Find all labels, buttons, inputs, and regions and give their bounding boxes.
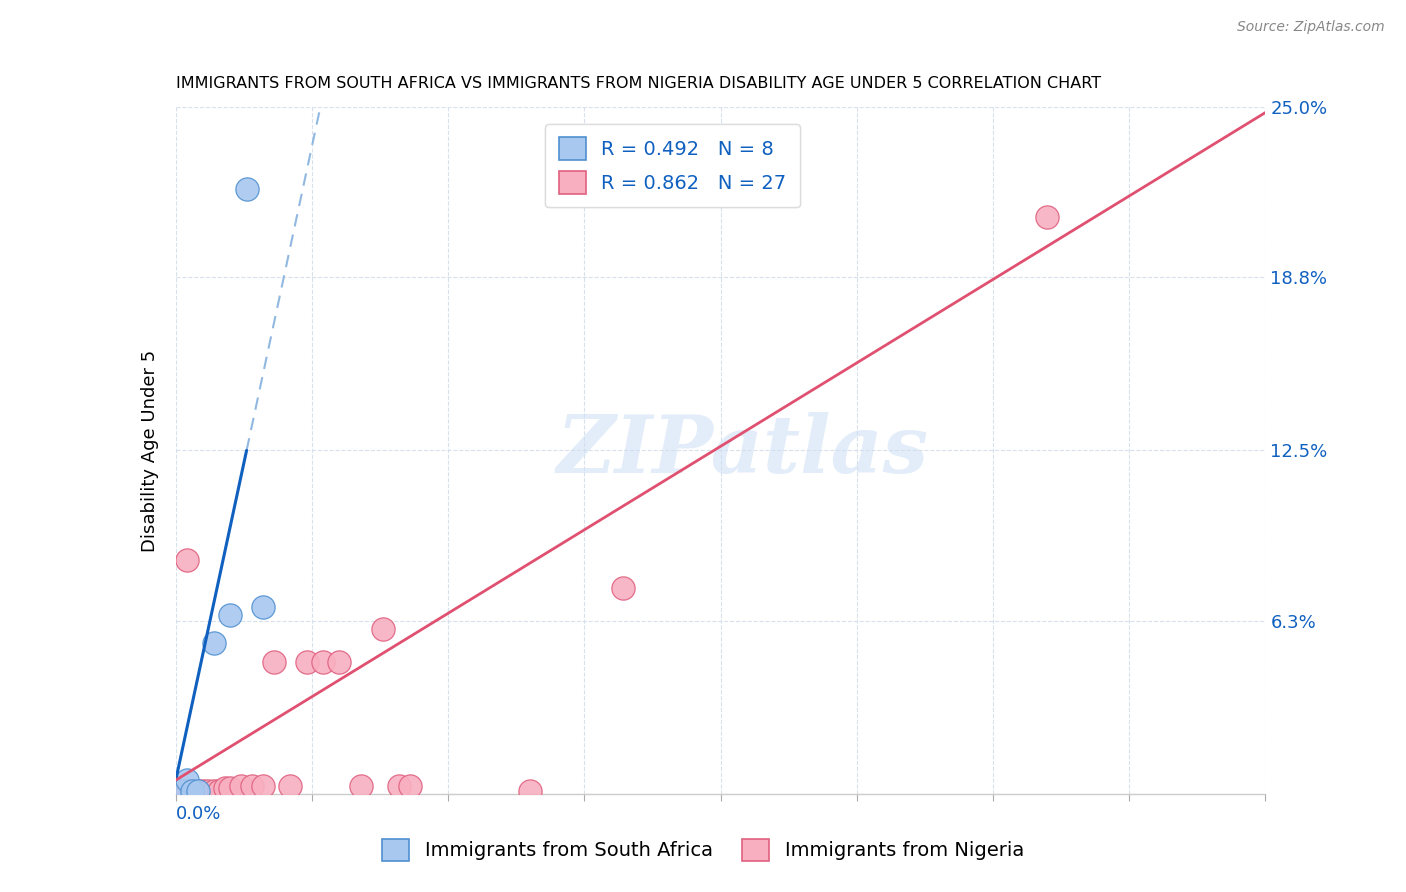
- Point: [399, 779, 422, 793]
- Point: [197, 784, 219, 798]
- Legend: Immigrants from South Africa, Immigrants from Nigeria: Immigrants from South Africa, Immigrants…: [374, 830, 1032, 869]
- Y-axis label: Disability Age Under 5: Disability Age Under 5: [141, 350, 159, 551]
- Point: [312, 655, 335, 669]
- Point: [519, 784, 541, 798]
- Point: [231, 779, 253, 793]
- Text: 0.0%: 0.0%: [176, 805, 221, 822]
- Point: [176, 773, 198, 788]
- Point: [181, 784, 204, 798]
- Point: [371, 622, 394, 636]
- Point: [176, 553, 198, 567]
- Point: [186, 784, 209, 798]
- Point: [191, 784, 214, 798]
- Point: [328, 655, 350, 669]
- Point: [202, 784, 225, 798]
- Point: [252, 779, 274, 793]
- Point: [252, 600, 274, 615]
- Point: [170, 784, 193, 798]
- Point: [181, 784, 204, 798]
- Point: [278, 779, 301, 793]
- Point: [170, 784, 193, 798]
- Point: [170, 784, 193, 798]
- Point: [612, 581, 634, 595]
- Text: Source: ZipAtlas.com: Source: ZipAtlas.com: [1237, 20, 1385, 34]
- Point: [219, 608, 242, 623]
- Point: [350, 779, 373, 793]
- Point: [235, 182, 257, 196]
- Text: IMMIGRANTS FROM SOUTH AFRICA VS IMMIGRANTS FROM NIGERIA DISABILITY AGE UNDER 5 C: IMMIGRANTS FROM SOUTH AFRICA VS IMMIGRAN…: [176, 76, 1101, 91]
- Text: ZIPatlas: ZIPatlas: [557, 412, 928, 489]
- Point: [388, 779, 411, 793]
- Point: [240, 779, 263, 793]
- Point: [208, 784, 231, 798]
- Point: [202, 636, 225, 650]
- Point: [186, 784, 209, 798]
- Point: [295, 655, 318, 669]
- Legend: R = 0.492   N = 8, R = 0.862   N = 27: R = 0.492 N = 8, R = 0.862 N = 27: [546, 124, 800, 208]
- Point: [219, 781, 242, 796]
- Point: [176, 784, 198, 798]
- Point: [214, 781, 236, 796]
- Point: [263, 655, 285, 669]
- Point: [1036, 210, 1059, 224]
